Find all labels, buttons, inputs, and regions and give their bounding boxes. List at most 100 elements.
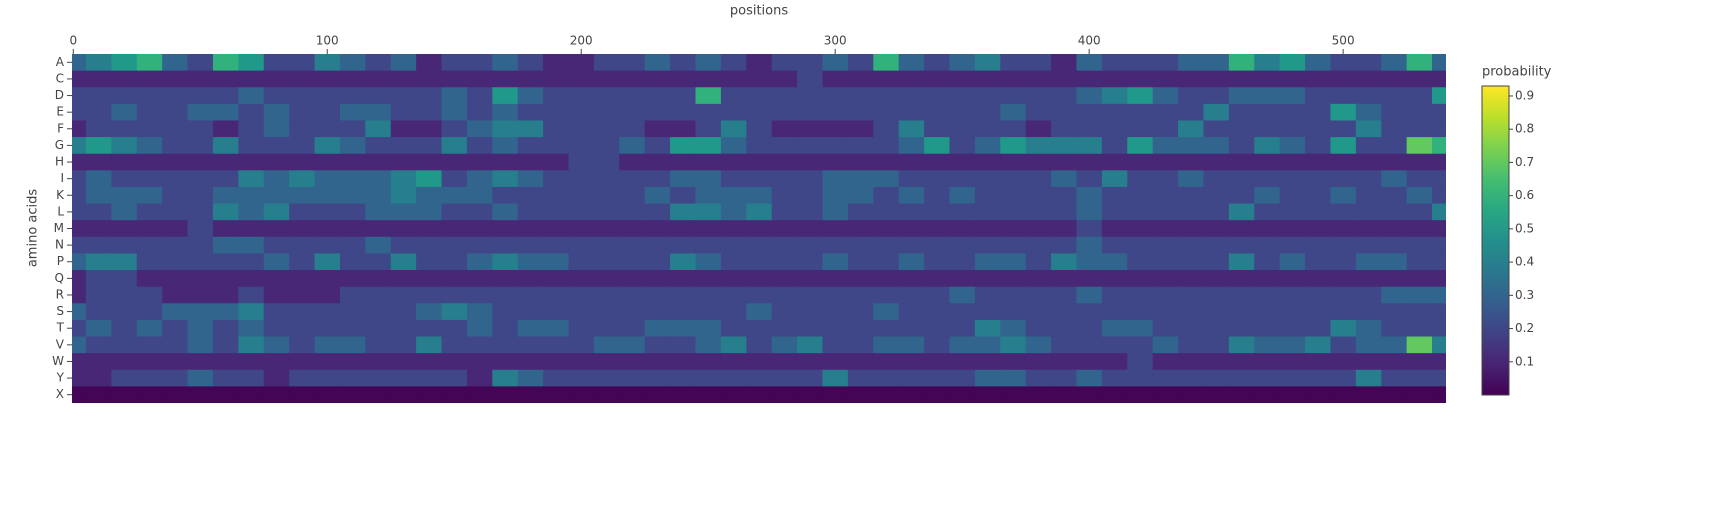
heatmap-cell <box>1279 170 1306 188</box>
heatmap-cell <box>1254 103 1281 121</box>
y-tick-label: M <box>54 221 64 235</box>
heatmap-cell <box>1330 353 1357 371</box>
heatmap-cell <box>898 336 925 354</box>
heatmap-cell <box>771 203 798 221</box>
heatmap-cell <box>619 303 646 321</box>
heatmap-cell <box>1305 353 1331 371</box>
heatmap-cell <box>695 70 722 88</box>
y-tick-label: V <box>56 337 65 351</box>
heatmap-cell <box>1254 87 1281 105</box>
heatmap-cell <box>1127 220 1154 238</box>
heatmap-cell <box>1305 303 1331 321</box>
heatmap-cell <box>695 137 722 155</box>
heatmap-cell <box>339 137 366 155</box>
heatmap-cell <box>1000 153 1027 171</box>
heatmap-cell <box>1203 120 1230 138</box>
heatmap-cell <box>1000 203 1027 221</box>
heatmap-cell <box>390 286 417 304</box>
x-tick-label: 300 <box>824 34 847 48</box>
heatmap-cell <box>771 120 798 138</box>
heatmap-cell <box>72 336 87 354</box>
heatmap-cell <box>365 103 392 121</box>
heatmap-cell <box>1305 54 1331 72</box>
heatmap-cell <box>1152 170 1179 188</box>
heatmap-cell <box>797 369 823 387</box>
heatmap-cell <box>797 153 823 171</box>
heatmap-cell <box>771 87 798 105</box>
heatmap-cell <box>924 54 950 72</box>
colorbar-tick-label: 0.3 <box>1515 288 1534 302</box>
heatmap-cell <box>289 303 316 321</box>
heatmap-cell <box>771 220 798 238</box>
heatmap-cell <box>1228 186 1255 205</box>
heatmap-cell <box>1127 103 1154 121</box>
y-tick-label: X <box>56 387 64 401</box>
heatmap-cell <box>1330 153 1357 171</box>
heatmap-cell <box>644 120 671 138</box>
heatmap-cell <box>1051 70 1077 88</box>
heatmap-cell <box>187 319 214 338</box>
heatmap-cell <box>695 203 722 221</box>
heatmap-cell <box>1051 203 1077 221</box>
heatmap-cell <box>720 170 747 188</box>
heatmap-cell <box>1025 153 1052 171</box>
heatmap-cell <box>1076 236 1103 254</box>
heatmap-cell <box>1381 186 1408 205</box>
heatmap-cell <box>1228 203 1255 221</box>
heatmap-cell <box>416 236 443 254</box>
heatmap-cell <box>720 153 747 171</box>
heatmap-cell <box>949 336 976 354</box>
heatmap-cell <box>1355 270 1382 288</box>
heatmap-cell <box>873 353 900 371</box>
heatmap-cell <box>644 220 671 238</box>
heatmap-cell <box>822 170 849 188</box>
heatmap-cell <box>873 120 900 138</box>
heatmap-cell <box>720 319 747 338</box>
heatmap-cell <box>1432 286 1446 304</box>
heatmap-cell <box>187 253 214 271</box>
heatmap-cell <box>517 336 544 354</box>
heatmap-cell <box>466 270 493 288</box>
heatmap-cell <box>416 353 443 371</box>
heatmap-cell <box>1254 170 1281 188</box>
heatmap-cell <box>847 253 874 271</box>
heatmap-cell <box>111 353 138 371</box>
heatmap-cell <box>873 286 900 304</box>
heatmap-cell <box>822 270 849 288</box>
heatmap-cell <box>416 186 443 205</box>
heatmap-cell <box>1025 186 1052 205</box>
heatmap-cell <box>924 270 950 288</box>
heatmap-cell <box>847 286 874 304</box>
heatmap-cell <box>746 369 773 387</box>
heatmap-cell <box>593 137 620 155</box>
heatmap-cell <box>212 186 239 205</box>
heatmap-cell <box>695 319 722 338</box>
heatmap-cell <box>670 386 697 403</box>
heatmap-cell <box>314 270 341 288</box>
colorbar <box>1481 85 1510 396</box>
heatmap-cell <box>1152 120 1179 138</box>
heatmap-cell <box>1305 186 1331 205</box>
heatmap-cell <box>238 54 265 72</box>
heatmap-cell <box>1355 186 1382 205</box>
heatmap-cell <box>441 87 468 105</box>
heatmap-cell <box>136 236 163 254</box>
heatmap-cell <box>1101 220 1128 238</box>
heatmap-cell <box>1432 170 1446 188</box>
heatmap-cell <box>365 203 392 221</box>
heatmap-cell <box>1305 386 1331 403</box>
heatmap-cell <box>1305 70 1331 88</box>
heatmap-cell <box>873 103 900 121</box>
heatmap-cell <box>1203 70 1230 88</box>
heatmap-cell <box>1051 270 1077 288</box>
heatmap-cell <box>416 303 443 321</box>
heatmap-cell <box>492 70 519 88</box>
heatmap-cell <box>111 54 138 72</box>
heatmap-cell <box>72 153 87 171</box>
heatmap-cell <box>1025 270 1052 288</box>
heatmap-cell <box>797 220 823 238</box>
heatmap-cell <box>72 170 87 188</box>
heatmap-cell <box>1025 54 1052 72</box>
heatmap-cell <box>416 103 443 121</box>
heatmap-cell <box>822 253 849 271</box>
